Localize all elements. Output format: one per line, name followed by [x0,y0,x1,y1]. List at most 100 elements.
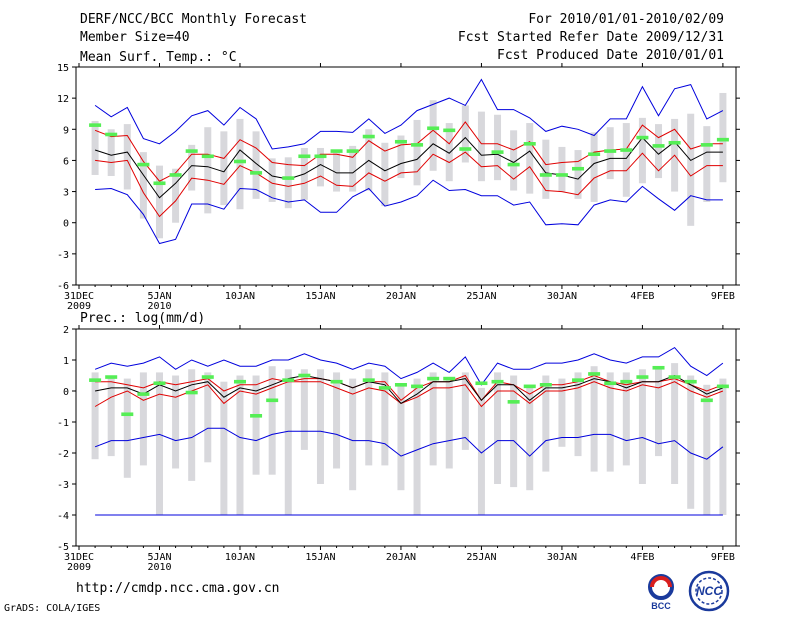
prec-y-tick-label: 2 [63,325,69,336]
prec-observed-mark [137,392,150,396]
temp-observed-mark [539,173,552,177]
prec-observed-mark [507,400,520,404]
prec-range-bar [397,384,405,491]
temp-x-tick-sublabel: 2009 [67,301,91,312]
prec-range-bar [204,372,212,463]
bcc-logo-text: BCC [651,601,671,611]
bcc-logo: BCC [648,574,674,611]
temp-max-line [94,78,724,150]
temp-observed-mark [185,149,198,153]
prec-range-bar [188,369,196,481]
temp-range-bar [413,119,421,186]
temp-plot-frame [75,66,737,286]
prec-range-bar [574,372,582,457]
temp-x-tick-sublabel: 2010 [147,301,171,312]
prec-range-bar [316,369,324,484]
temp-x-tick-label: 9FEB [711,291,735,302]
prec-observed-mark [121,412,134,417]
temp-range-bar [687,113,695,226]
temp-observed-mark [314,154,327,159]
temp-observed-mark [652,144,665,148]
prec-y-tick-label: -1 [57,418,69,429]
temp-observed-mark [282,176,295,180]
temp-observed-mark [153,181,166,186]
temp-range-bar [397,135,405,179]
temp-range-bar [590,132,598,202]
fcst-started-date: Fcst Started Refer Date 2009/12/31 [457,30,724,45]
prec-min-line [94,427,724,460]
prec-range-bar [139,372,147,466]
prec-observed-mark [282,378,295,382]
temp-range-bar [284,157,292,209]
prec-y-tick-label: -2 [57,449,69,460]
temp-range-bar [139,152,147,219]
temp-observed-mark [443,128,456,133]
prec-range-bar [671,363,679,484]
prec-observed-mark [233,379,246,384]
prec-x-tick-label: 4FEB [630,552,654,563]
prec-observed-mark [700,398,713,403]
prec-observed-mark [588,372,601,376]
prec-observed-mark [427,376,440,381]
prec-range-bar [91,372,99,460]
temp-y-tick-label: 6 [63,156,69,167]
prec-range-bar [123,378,131,478]
prec-x-tick-label: 5JAN [147,552,171,563]
prec-range-bar [172,375,180,469]
temp-y-tick-label: -6 [57,281,69,292]
prec-x-tick-label: 20JAN [386,552,416,563]
temp-range-bar [461,105,469,163]
prec-range-bar [284,369,292,515]
temp-x-tick-label: 15JAN [305,291,335,302]
temp-observed-mark [507,162,520,167]
prec-range-bar [703,384,711,515]
temp-observed-mark [588,152,601,156]
temp-x-tick-label: 30JAN [547,291,577,302]
prec-range-bar [590,366,598,472]
prec-x-tick-label: 25JAN [466,552,496,563]
ncc-logo: NCC [688,570,730,612]
prec-observed-mark [539,383,552,387]
prec-observed-mark [394,383,407,387]
prec-y-tick-label: -3 [57,480,69,491]
temp-observed-mark [491,150,504,154]
prec-range-bar [558,378,566,447]
temp-upper-line [94,121,723,182]
temp-range-bar [719,92,727,183]
temp-x-tick-label: 10JAN [225,291,255,302]
prec-x-tick-label: 30JAN [547,552,577,563]
temp-range-bar [445,123,453,182]
temp-y-tick-label: 15 [57,63,69,74]
prec-observed-mark [523,384,536,389]
temp-observed-mark [700,143,713,147]
prec-range-bar [429,372,437,466]
prec-observed-mark [636,375,649,379]
temp-range-bar [252,131,260,199]
prec-range-bar [107,375,115,457]
forecast-period: For 2010/01/01-2010/02/09 [528,12,724,27]
temp-lower-line [95,151,723,218]
temp-y-tick-label: 3 [63,188,69,199]
prec-range-bar [220,381,228,515]
temp-range-bar [236,118,244,210]
prec-observed-mark [105,375,118,379]
ncc-logo-text: NCC [696,584,722,598]
prec-observed-mark [684,379,697,384]
prec-range-bar [461,372,469,450]
temp-range-bar [268,158,276,202]
temp-observed-mark [668,140,681,145]
prec-observed-mark [572,378,585,382]
temp-observed-mark [636,135,649,140]
source-url[interactable]: http://cmdp.ncc.cma.gov.cn [76,581,280,596]
temp-x-tick-label: 20JAN [386,291,416,302]
prec-observed-mark [378,386,391,390]
prec-observed-mark [153,381,166,386]
temp-range-bar [622,123,630,197]
temp-range-bar [606,127,614,180]
temp-range-bar [526,123,534,194]
prec-range-bar [155,372,163,515]
temp-range-bar [429,100,437,171]
temp-observed-mark [105,132,118,137]
